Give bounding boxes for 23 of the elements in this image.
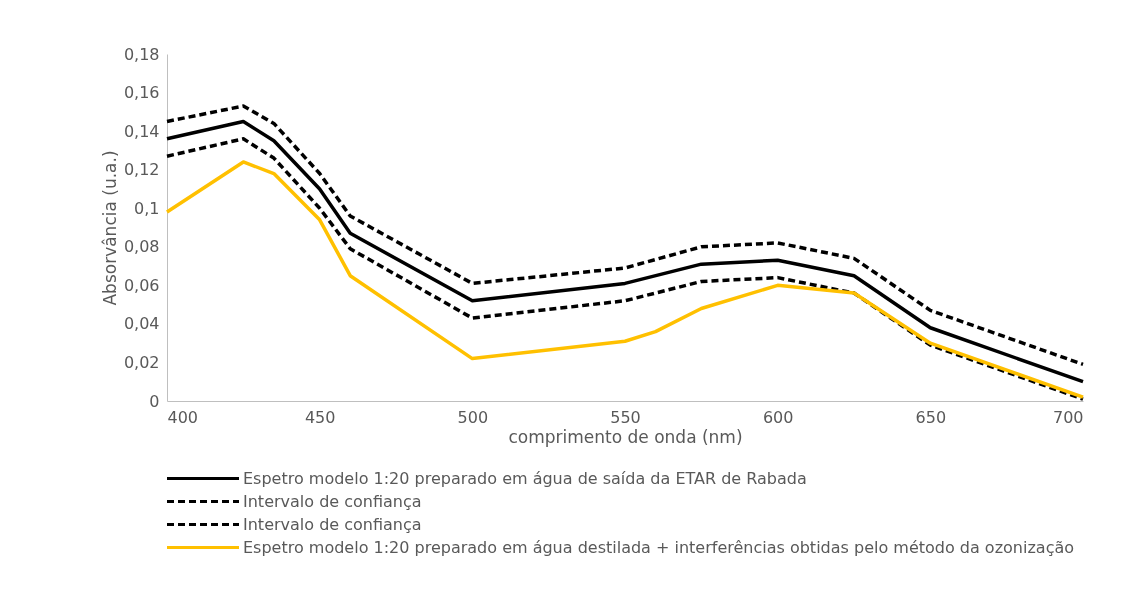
x-tick-label: 600 bbox=[762, 407, 794, 427]
y-tick-label: 0,12 bbox=[123, 160, 160, 180]
y-tick-label: 0 bbox=[149, 391, 160, 411]
x-tick-label: 700 bbox=[1052, 407, 1084, 427]
y-tick-label: 0,06 bbox=[123, 275, 160, 295]
y-tick-label: 0,08 bbox=[123, 237, 160, 257]
legend-label: Espetro modelo 1:20 preparado em água de saída da ETAR de Rabada bbox=[243, 468, 807, 488]
x-tick-label: 400 bbox=[167, 407, 199, 427]
x-tick-label: 500 bbox=[457, 407, 489, 427]
x-tick-label: 550 bbox=[610, 407, 641, 427]
y-tick-label: 0,16 bbox=[123, 83, 160, 103]
y-tick-label: 0,02 bbox=[123, 352, 160, 372]
legend-label: Espetro modelo 1:20 preparado em água destilada + interferências obtidas pelo método da ozonização bbox=[243, 537, 1075, 557]
legend-label: Intervalo de confiança bbox=[243, 491, 422, 511]
y-tick-label: 0,14 bbox=[123, 121, 160, 141]
legend-label: Intervalo de confiança bbox=[243, 514, 422, 534]
y-tick-label: 0,04 bbox=[123, 314, 160, 334]
y-tick-label: 0,1 bbox=[134, 198, 160, 218]
x-tick-label: 450 bbox=[304, 407, 336, 427]
y-axis-title: Absorvância (u.a.) bbox=[99, 150, 120, 306]
x-axis-title: comprimento de onda (nm) bbox=[508, 426, 743, 447]
x-tick-label: 650 bbox=[915, 407, 947, 427]
y-tick-label: 0,18 bbox=[123, 44, 160, 64]
